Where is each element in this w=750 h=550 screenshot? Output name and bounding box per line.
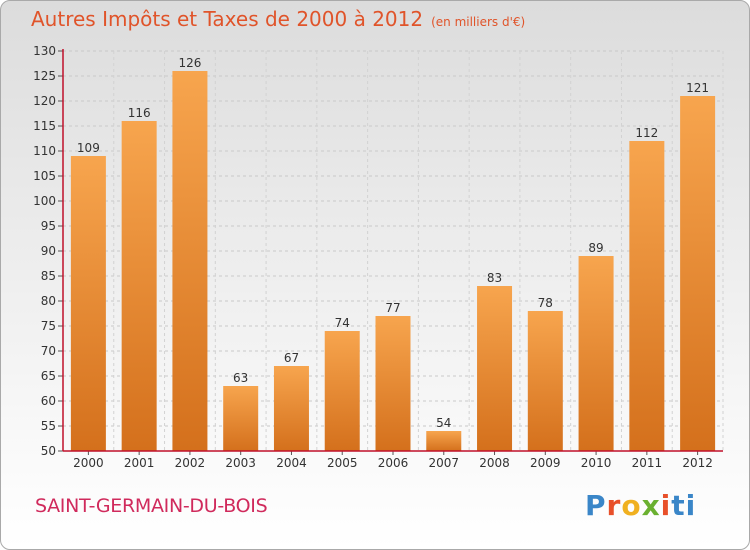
x-tick-label: 2006 [378, 456, 409, 470]
bar-2005 [324, 331, 360, 451]
y-tick-label: 115 [33, 119, 56, 133]
bar-value-label: 63 [233, 371, 248, 385]
bar-2000 [70, 156, 106, 451]
bar-value-label: 67 [284, 351, 299, 365]
bar-2002 [172, 71, 208, 451]
chart-title: Autres Impôts et Taxes de 2000 à 2012 (en… [31, 7, 525, 31]
y-tick-label: 90 [41, 244, 56, 258]
y-tick-label: 80 [41, 294, 56, 308]
bar-value-label: 121 [686, 81, 709, 95]
commune-name: SAINT-GERMAIN-DU-BOIS [35, 495, 268, 517]
y-tick-label: 110 [33, 144, 56, 158]
bar-2010 [578, 256, 614, 451]
bar-2001 [121, 121, 157, 451]
y-tick-label: 75 [41, 319, 56, 333]
bar-value-label: 77 [385, 301, 400, 315]
bar-2006 [375, 316, 411, 451]
y-tick-label: 70 [41, 344, 56, 358]
x-tick-label: 2005 [327, 456, 358, 470]
bar-2004 [273, 366, 309, 451]
bar-2003 [223, 386, 259, 451]
bar-value-label: 112 [635, 126, 658, 140]
y-tick-label: 95 [41, 219, 56, 233]
x-tick-label: 2002 [175, 456, 206, 470]
bar-2007 [426, 431, 462, 451]
y-tick-label: 50 [41, 444, 56, 458]
y-tick-label: 125 [33, 69, 56, 83]
y-tick-label: 130 [33, 44, 56, 58]
x-tick-label: 2010 [581, 456, 612, 470]
y-tick-label: 55 [41, 419, 56, 433]
y-tick-label: 65 [41, 369, 56, 383]
y-tick-label: 120 [33, 94, 56, 108]
x-tick-label: 2004 [276, 456, 307, 470]
chart-subtitle: (en milliers d'€) [431, 15, 526, 29]
bar-value-label: 116 [128, 106, 151, 120]
x-tick-label: 2007 [428, 456, 459, 470]
x-tick-label: 2001 [124, 456, 155, 470]
x-tick-label: 2012 [682, 456, 713, 470]
x-tick-label: 2009 [530, 456, 561, 470]
bar-2008 [477, 286, 513, 451]
x-tick-label: 2003 [225, 456, 256, 470]
y-tick-label: 60 [41, 394, 56, 408]
proxiti-logo[interactable]: Proxiti [585, 489, 697, 522]
bar-2009 [527, 311, 563, 451]
y-tick-label: 100 [33, 194, 56, 208]
bar-2012 [680, 96, 716, 451]
bar-value-label: 89 [588, 241, 603, 255]
bar-value-label: 109 [77, 141, 100, 155]
x-tick-label: 2011 [632, 456, 663, 470]
x-tick-label: 2008 [479, 456, 510, 470]
bar-value-label: 126 [178, 56, 201, 70]
title-text: Autres Impôts et Taxes de 2000 à 2012 [31, 7, 424, 31]
bar-value-label: 83 [487, 271, 502, 285]
bar-value-label: 54 [436, 416, 451, 430]
y-tick-label: 85 [41, 269, 56, 283]
bar-value-label: 74 [335, 316, 350, 330]
bar-2011 [629, 141, 665, 451]
bar-value-label: 78 [538, 296, 553, 310]
x-tick-label: 2000 [73, 456, 104, 470]
y-tick-label: 105 [33, 169, 56, 183]
